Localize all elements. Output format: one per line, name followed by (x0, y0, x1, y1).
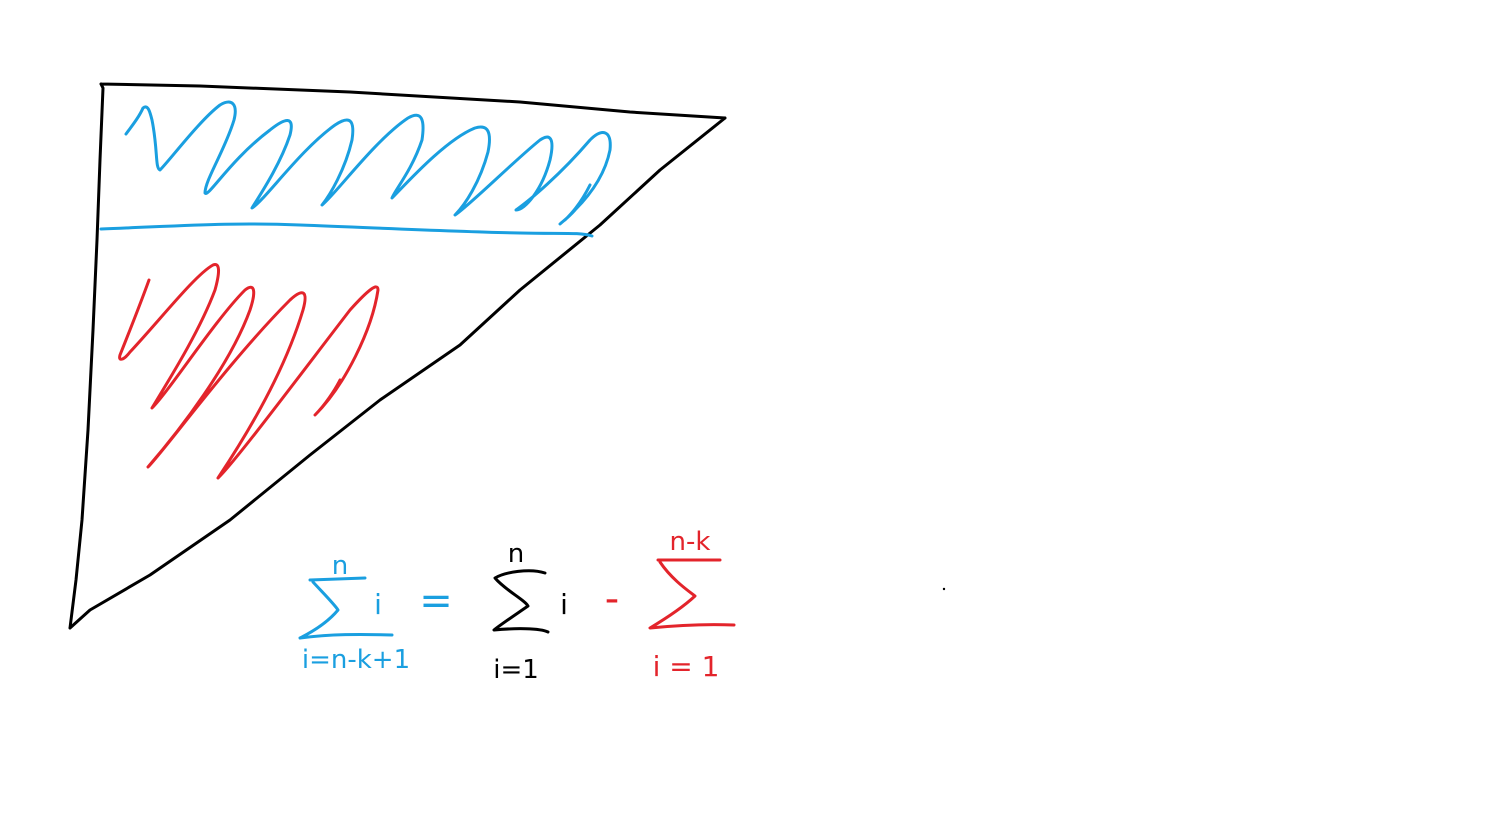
top-region-hatching (124, 100, 612, 226)
triangle-outline (68, 82, 727, 630)
middle-lower-limit: i=1 (493, 655, 539, 685)
lhs-summation: n i i=n-k+1 (298, 551, 410, 675)
bottom-region-hatching (118, 263, 380, 480)
rhs-summation: n-k i = 1 (648, 527, 736, 683)
middle-summation: n i i=1 (492, 539, 568, 685)
equals-sign: = (419, 578, 453, 624)
middle-upper-limit: n (508, 539, 524, 569)
lhs-sigma-icon (298, 576, 394, 640)
divider-line (99, 222, 594, 238)
stray-dot (942, 587, 946, 591)
rhs-sigma-icon (648, 558, 736, 630)
lhs-lower-limit: i=n-k+1 (302, 645, 410, 675)
minus-sign: - (605, 576, 619, 622)
lhs-body: i (374, 588, 382, 621)
middle-sigma-icon (492, 569, 550, 634)
rhs-lower-limit: i = 1 (653, 650, 720, 683)
lhs-upper-limit: n (332, 551, 348, 581)
rhs-upper-limit: n-k (670, 527, 711, 557)
middle-body: i (560, 588, 568, 621)
